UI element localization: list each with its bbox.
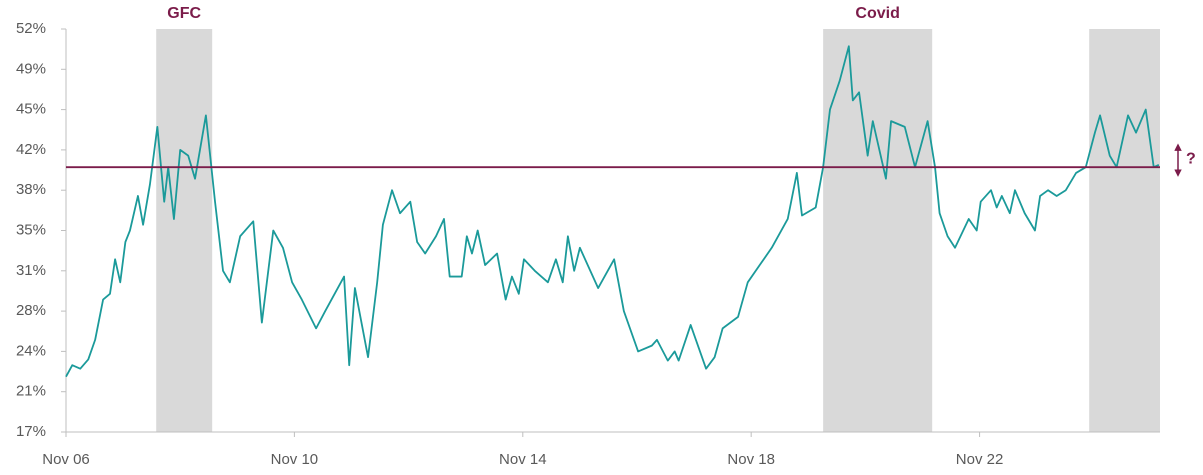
y-tick-label: 17% bbox=[16, 423, 46, 440]
y-tick-label: 42% bbox=[16, 141, 46, 158]
x-tick-label: Nov 14 bbox=[499, 451, 547, 468]
x-tick-label: Nov 06 bbox=[42, 451, 90, 468]
shaded-period bbox=[1089, 29, 1160, 432]
y-tick-label: 31% bbox=[16, 262, 46, 279]
y-tick-label: 45% bbox=[16, 101, 46, 118]
reference-annotation: ? bbox=[1186, 150, 1196, 167]
shaded-period bbox=[156, 29, 213, 432]
y-tick-label: 38% bbox=[16, 181, 46, 198]
y-tick-label: 52% bbox=[16, 20, 46, 37]
period-label: GFC bbox=[167, 5, 201, 22]
x-tick-label: Nov 18 bbox=[727, 451, 775, 468]
data-line bbox=[65, 45, 1160, 378]
x-tick-label: Nov 10 bbox=[271, 451, 319, 468]
shaded-layer bbox=[156, 29, 1160, 432]
y-tick-label: 21% bbox=[16, 383, 46, 400]
y-tick-label: 49% bbox=[16, 60, 46, 77]
y-tick-label: 24% bbox=[16, 342, 46, 359]
shaded-period bbox=[823, 29, 933, 432]
y-tick-label: 28% bbox=[16, 302, 46, 319]
x-tick-label: Nov 22 bbox=[956, 451, 1004, 468]
y-tick-label: 35% bbox=[16, 221, 46, 238]
period-label: Covid bbox=[855, 5, 899, 22]
